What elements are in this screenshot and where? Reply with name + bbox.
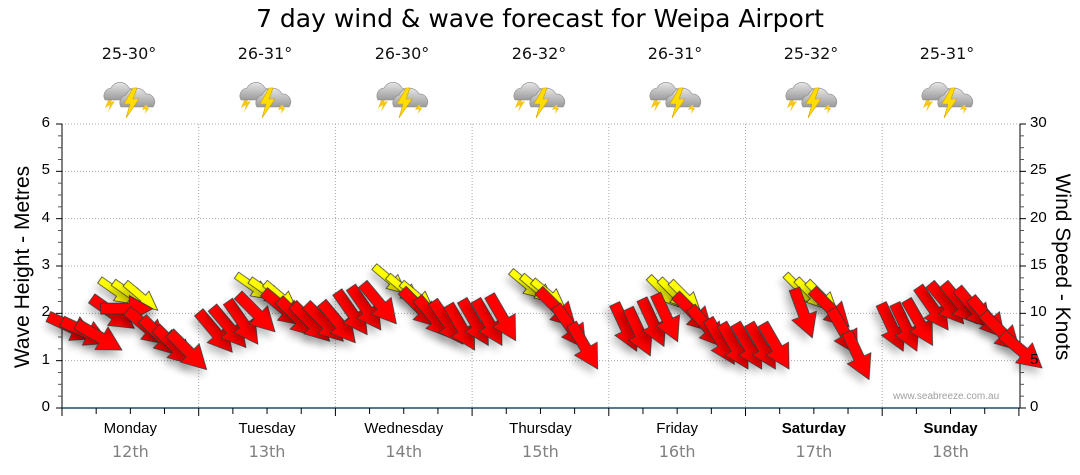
y-right-tick-label: 20 xyxy=(1030,208,1047,226)
y-right-tick-label: 30 xyxy=(1030,114,1047,131)
day-name-label: Sunday xyxy=(923,420,978,437)
chart-title: 7 day wind & wave forecast for Weipa Air… xyxy=(256,4,824,33)
wind-arrow xyxy=(470,297,503,347)
day-temperature: 25-30° xyxy=(101,44,157,63)
day-date-label: 18th xyxy=(932,442,969,461)
thunderstorm-icon xyxy=(781,74,841,120)
credit-text: www.seabreeze.com.au xyxy=(893,391,1000,402)
y-left-tick-label: 2 xyxy=(41,303,50,321)
wind-arrow xyxy=(788,286,817,339)
day-name-label: Tuesday xyxy=(238,420,296,437)
day-temperature: 26-32° xyxy=(511,44,567,63)
wind-arrow xyxy=(566,320,599,370)
day-name-label: Monday xyxy=(103,420,158,437)
day-temperature: 25-32° xyxy=(783,44,839,63)
wind-arrow xyxy=(233,290,276,333)
day-date-label: 15th xyxy=(522,442,559,461)
day-date-label: 14th xyxy=(385,442,423,461)
wind-arrow xyxy=(650,291,680,343)
wind-arrow xyxy=(757,320,790,370)
y-left-tick-label: 0 xyxy=(41,398,50,415)
wind-arrow xyxy=(317,298,356,344)
y-right-tick-label: 25 xyxy=(1030,161,1047,179)
wind-arrow xyxy=(901,297,933,347)
day-date-label: 12th xyxy=(111,442,149,461)
wind-arrow xyxy=(998,329,1043,369)
wind-arrow xyxy=(484,292,517,342)
wind-arrow xyxy=(913,283,949,331)
y-right-tick-label: 0 xyxy=(1030,398,1039,415)
wind-arrow xyxy=(222,297,259,345)
thunderstorm-icon xyxy=(235,74,295,120)
wind-arrow xyxy=(841,329,872,381)
thunderstorm-icon xyxy=(372,74,432,120)
y-left-tick-label: 5 xyxy=(41,161,50,179)
arrow-marks xyxy=(45,263,1043,381)
wind-arrow xyxy=(889,301,920,352)
day-name-label: Saturday xyxy=(781,420,846,437)
wind-arrow xyxy=(636,296,667,348)
y-left-tick-label: 1 xyxy=(41,350,50,368)
day-temperature: 26-31° xyxy=(647,44,703,63)
day-date-label: 13th xyxy=(248,442,286,461)
wind-arrow xyxy=(73,318,123,351)
y-left-tick-label: 4 xyxy=(41,208,50,226)
thunderstorm-icon xyxy=(645,74,705,120)
thunderstorm-icon xyxy=(917,74,977,120)
thunderstorm-icon xyxy=(99,74,159,120)
y-left-tick-label: 3 xyxy=(41,256,50,273)
y-right-tick-label: 15 xyxy=(1030,256,1047,273)
day-name-label: Thursday xyxy=(509,420,572,437)
wind-arrow xyxy=(345,283,382,331)
day-date-label: 16th xyxy=(658,442,696,461)
y-right-tick-label: 10 xyxy=(1030,303,1047,321)
day-temperature: 26-30° xyxy=(374,44,430,63)
axes xyxy=(56,123,1026,416)
day-temperature: 26-31° xyxy=(237,44,293,63)
day-name-label: Wednesday xyxy=(364,420,444,437)
wind-arrow xyxy=(165,328,208,371)
wind-arrow xyxy=(332,288,368,336)
y-right-tick-label: 5 xyxy=(1030,350,1039,368)
wind-arrow xyxy=(443,301,476,351)
wind-arrow xyxy=(358,279,397,325)
wind-arrow xyxy=(194,308,233,353)
day-temperature: 25-31° xyxy=(919,44,975,63)
day-name-label: Friday xyxy=(656,420,698,437)
day-date-label: 17th xyxy=(795,442,833,461)
wind-arrow xyxy=(207,303,247,349)
thunderstorm-icon xyxy=(509,74,569,120)
y-left-tick-label: 6 xyxy=(41,114,50,131)
